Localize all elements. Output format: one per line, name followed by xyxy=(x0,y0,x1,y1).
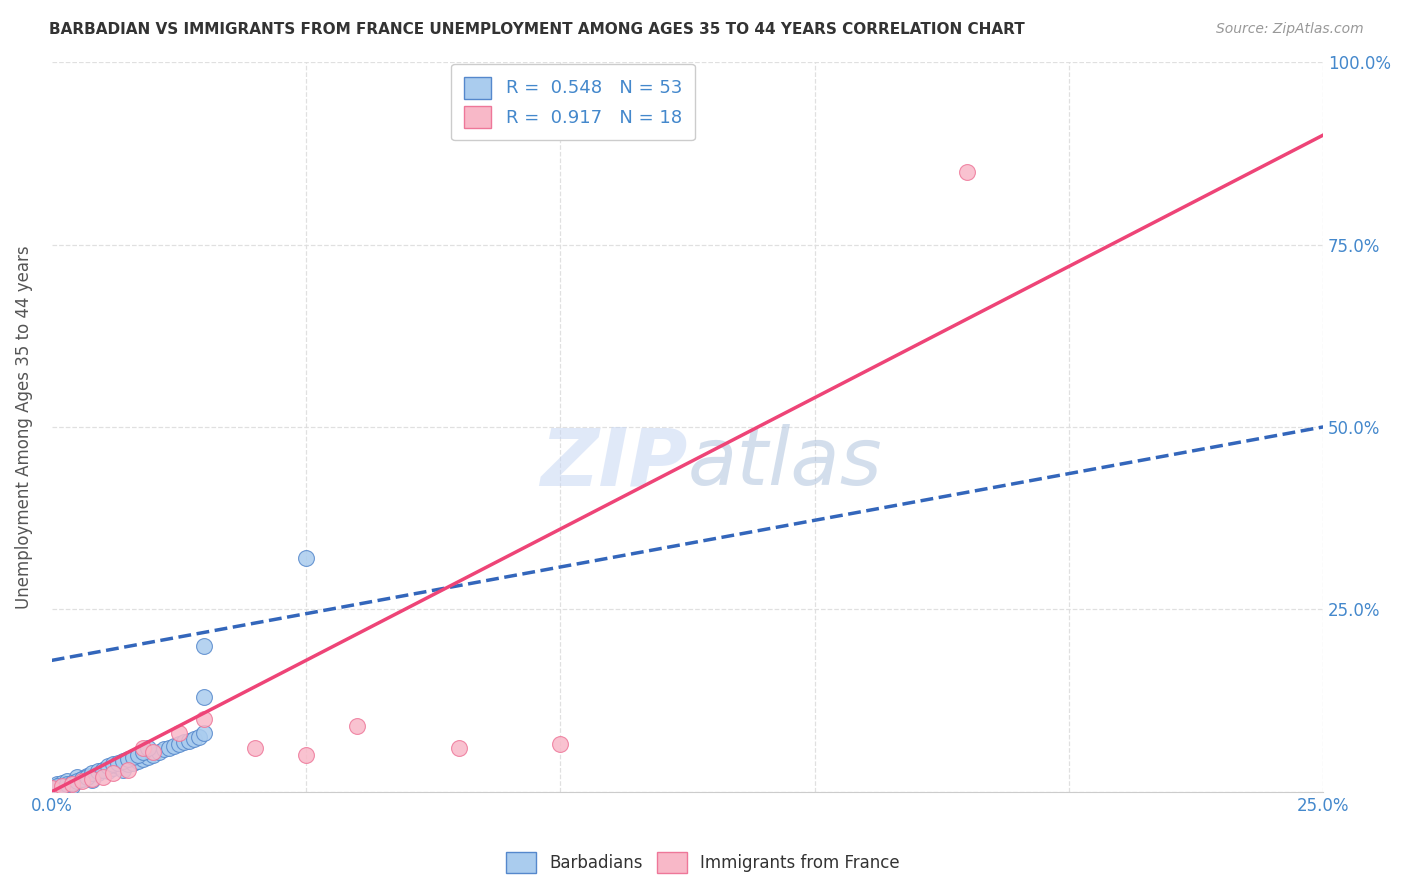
Point xyxy=(447,740,470,755)
Point xyxy=(82,772,104,786)
Point xyxy=(183,732,205,747)
Point xyxy=(193,690,215,704)
Point xyxy=(193,712,215,726)
Point xyxy=(72,772,94,786)
Point xyxy=(60,776,83,790)
Point xyxy=(193,639,215,653)
Point xyxy=(188,730,211,744)
Point xyxy=(72,772,94,786)
Point xyxy=(41,780,63,795)
Point xyxy=(66,770,89,784)
Point xyxy=(132,752,155,766)
Legend: R =  0.548   N = 53, R =  0.917   N = 18: R = 0.548 N = 53, R = 0.917 N = 18 xyxy=(451,64,695,140)
Legend: Barbadians, Immigrants from France: Barbadians, Immigrants from France xyxy=(499,846,907,880)
Point xyxy=(82,772,104,787)
Point xyxy=(117,752,139,766)
Point xyxy=(142,745,165,759)
Point xyxy=(91,770,114,784)
Point xyxy=(111,754,134,768)
Point xyxy=(173,735,195,749)
Point xyxy=(142,748,165,763)
Point xyxy=(346,719,368,733)
Text: atlas: atlas xyxy=(688,425,882,502)
Point xyxy=(82,766,104,780)
Point xyxy=(51,782,73,797)
Point xyxy=(138,749,160,764)
Point xyxy=(56,773,79,788)
Point xyxy=(107,756,129,770)
Point xyxy=(127,754,149,768)
Point xyxy=(122,749,145,764)
Point xyxy=(51,776,73,790)
Point xyxy=(127,748,149,763)
Point xyxy=(97,759,120,773)
Point xyxy=(60,779,83,793)
Point xyxy=(60,777,83,791)
Point xyxy=(167,726,190,740)
Point xyxy=(117,756,139,771)
Point xyxy=(956,164,979,178)
Point xyxy=(45,779,67,793)
Point xyxy=(107,759,129,773)
Point xyxy=(101,766,124,780)
Point xyxy=(76,769,98,783)
Point xyxy=(163,739,186,754)
Point xyxy=(91,763,114,777)
Point xyxy=(550,737,572,751)
Point xyxy=(152,742,174,756)
Text: ZIP: ZIP xyxy=(540,425,688,502)
Point xyxy=(295,551,318,566)
Point xyxy=(148,745,170,759)
Text: BARBADIAN VS IMMIGRANTS FROM FRANCE UNEMPLOYMENT AMONG AGES 35 TO 44 YEARS CORRE: BARBADIAN VS IMMIGRANTS FROM FRANCE UNEM… xyxy=(49,22,1025,37)
Point xyxy=(91,763,114,777)
Point xyxy=(157,740,180,755)
Point xyxy=(101,756,124,771)
Point xyxy=(193,726,215,740)
Point xyxy=(177,733,200,747)
Point xyxy=(56,777,79,791)
Point xyxy=(86,766,108,780)
Point xyxy=(101,761,124,775)
Point xyxy=(111,763,134,777)
Point xyxy=(76,770,98,784)
Point xyxy=(51,779,73,793)
Point xyxy=(132,740,155,755)
Point xyxy=(167,737,190,751)
Point xyxy=(41,780,63,795)
Point xyxy=(132,745,155,759)
Point xyxy=(243,740,266,755)
Point xyxy=(117,763,139,777)
Point xyxy=(295,748,318,763)
Point xyxy=(86,764,108,779)
Point xyxy=(72,773,94,788)
Point xyxy=(97,764,120,779)
Point xyxy=(45,777,67,791)
Text: Source: ZipAtlas.com: Source: ZipAtlas.com xyxy=(1216,22,1364,37)
Point xyxy=(66,773,89,788)
Point xyxy=(122,756,145,770)
Point xyxy=(138,740,160,755)
Y-axis label: Unemployment Among Ages 35 to 44 years: Unemployment Among Ages 35 to 44 years xyxy=(15,245,32,608)
